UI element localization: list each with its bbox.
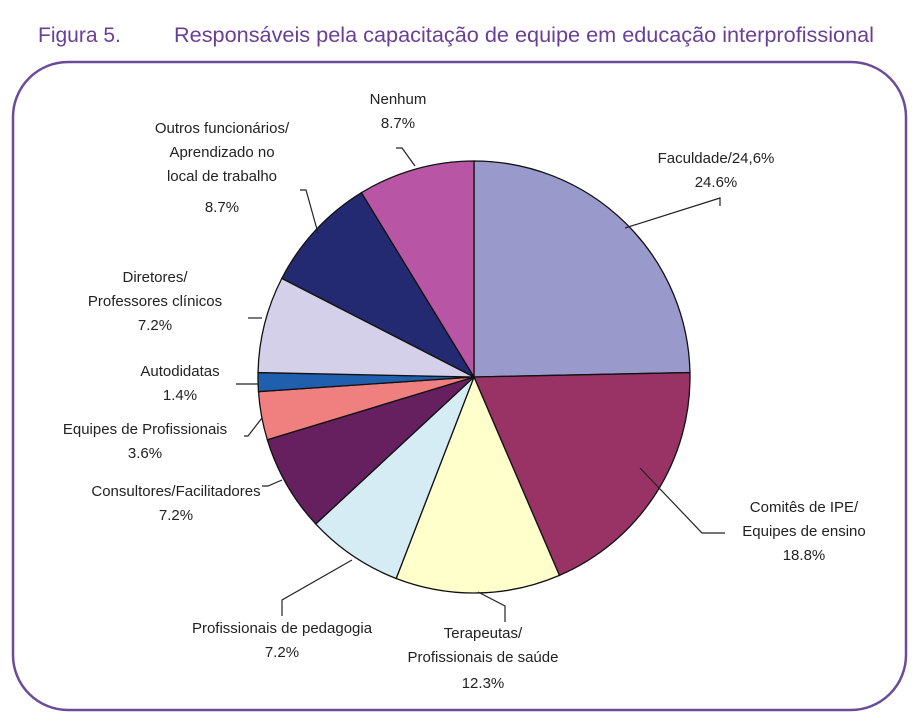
pie-slice [266,376,475,525]
value-label: 7.2% [138,317,172,334]
value-label: 3.6% [128,445,162,462]
leader-line [281,559,353,616]
pie-slice [473,371,691,577]
value-label: 1.4% [163,387,197,404]
slice-label: Comitês de IPE/Equipes de ensino [742,499,865,540]
value-label: 8.7% [205,199,239,216]
slice-label: Autodidatas [140,363,219,380]
slice-label: Terapeutas/Profissionais de saúde [408,625,559,666]
leader-line [624,197,721,229]
slice-label: Consultores/Facilitadores [91,483,260,500]
leader-line [300,189,319,234]
value-label: 7.2% [265,644,299,661]
value-label: 12.3% [462,675,505,692]
leader-line [639,467,725,534]
slice-label: Faculdade/24,6% [658,150,775,167]
slice-label: Diretores/Professores clínicos [88,269,222,310]
value-label: 24.6% [695,174,738,191]
leader-line [262,479,283,487]
leader-line [477,591,506,622]
pie-slice [473,160,691,378]
chart-title: Responsáveis pela capacitação de equipe … [174,24,874,47]
pie-slice [314,376,475,580]
value-label: 7.2% [159,507,193,524]
pie-slice [360,160,475,380]
figure-label: Figura 5. [38,24,121,47]
slice-label: Profissionais de pedagogia [192,620,373,637]
slice-label: Nenhum [370,91,427,108]
value-label: 18.8% [783,547,826,564]
leader-line [396,147,416,167]
value-label: 8.7% [381,115,415,132]
slice-label: Equipes de Profissionais [63,421,227,438]
pie-slice [395,375,561,594]
leader-line [244,417,263,437]
slice-label: Outros funcionários/Aprendizado no local … [155,120,290,185]
pie-slice [257,277,475,378]
pie-slice [280,191,476,379]
